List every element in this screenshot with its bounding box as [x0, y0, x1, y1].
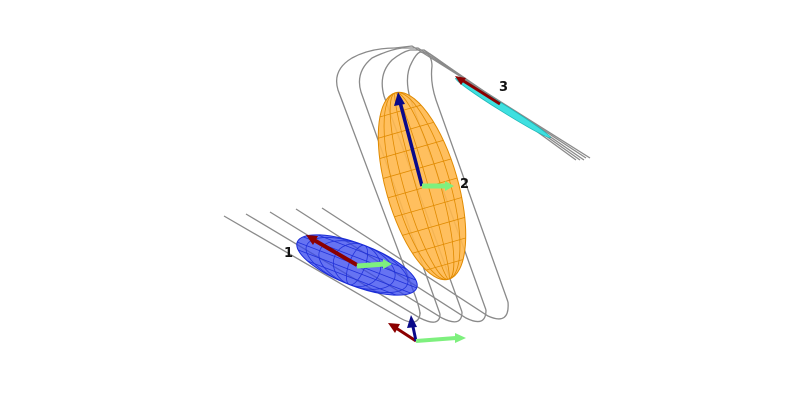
origin-axes [388, 315, 466, 343]
ellipsoid-1-axis-green-head [383, 259, 392, 269]
trajectory-lower-4 [295, 208, 487, 323]
origin-axis-green [415, 336, 457, 343]
ellipsoid-3-axis-red [461, 78, 501, 106]
ellipsoid-3: 3 [455, 76, 551, 139]
origin-axis-blue-head [407, 315, 417, 328]
ellipsoid-3-axis-red-head [455, 76, 466, 85]
trajectory-loop-1 [335, 47, 421, 315]
origin-axis-green-head [455, 333, 466, 343]
ellipsoid-2-axis-blue-head [394, 92, 405, 106]
origin-axis-red-head [388, 323, 400, 333]
trajectory-loop-4 [406, 51, 487, 311]
ellipsoid-1-label: 1 [284, 246, 293, 261]
ellipsoid-1: 1 [284, 227, 425, 303]
ellipsoid-2: 2 [360, 91, 484, 281]
ellipsoid-2-axis-blue [398, 101, 424, 187]
ellipsoid-1-axis-green [356, 261, 386, 269]
ellipsoid-2-axis-green-head [445, 181, 454, 191]
ellipsoid-2-label: 2 [460, 177, 469, 192]
trajectory-loop-2 [358, 47, 441, 315]
ellipsoid-1-axis-red-head [306, 235, 318, 245]
origin-axis-red [395, 326, 417, 343]
trajectory-lower-5 [321, 207, 509, 320]
trajectory-loop-3 [381, 49, 463, 313]
trajectory-upper-1 [394, 45, 591, 159]
ellipsoid-3-body [455, 77, 551, 139]
ellipsoid-1-axis-red [312, 238, 359, 267]
ellipsoid-3-label: 3 [499, 80, 508, 95]
